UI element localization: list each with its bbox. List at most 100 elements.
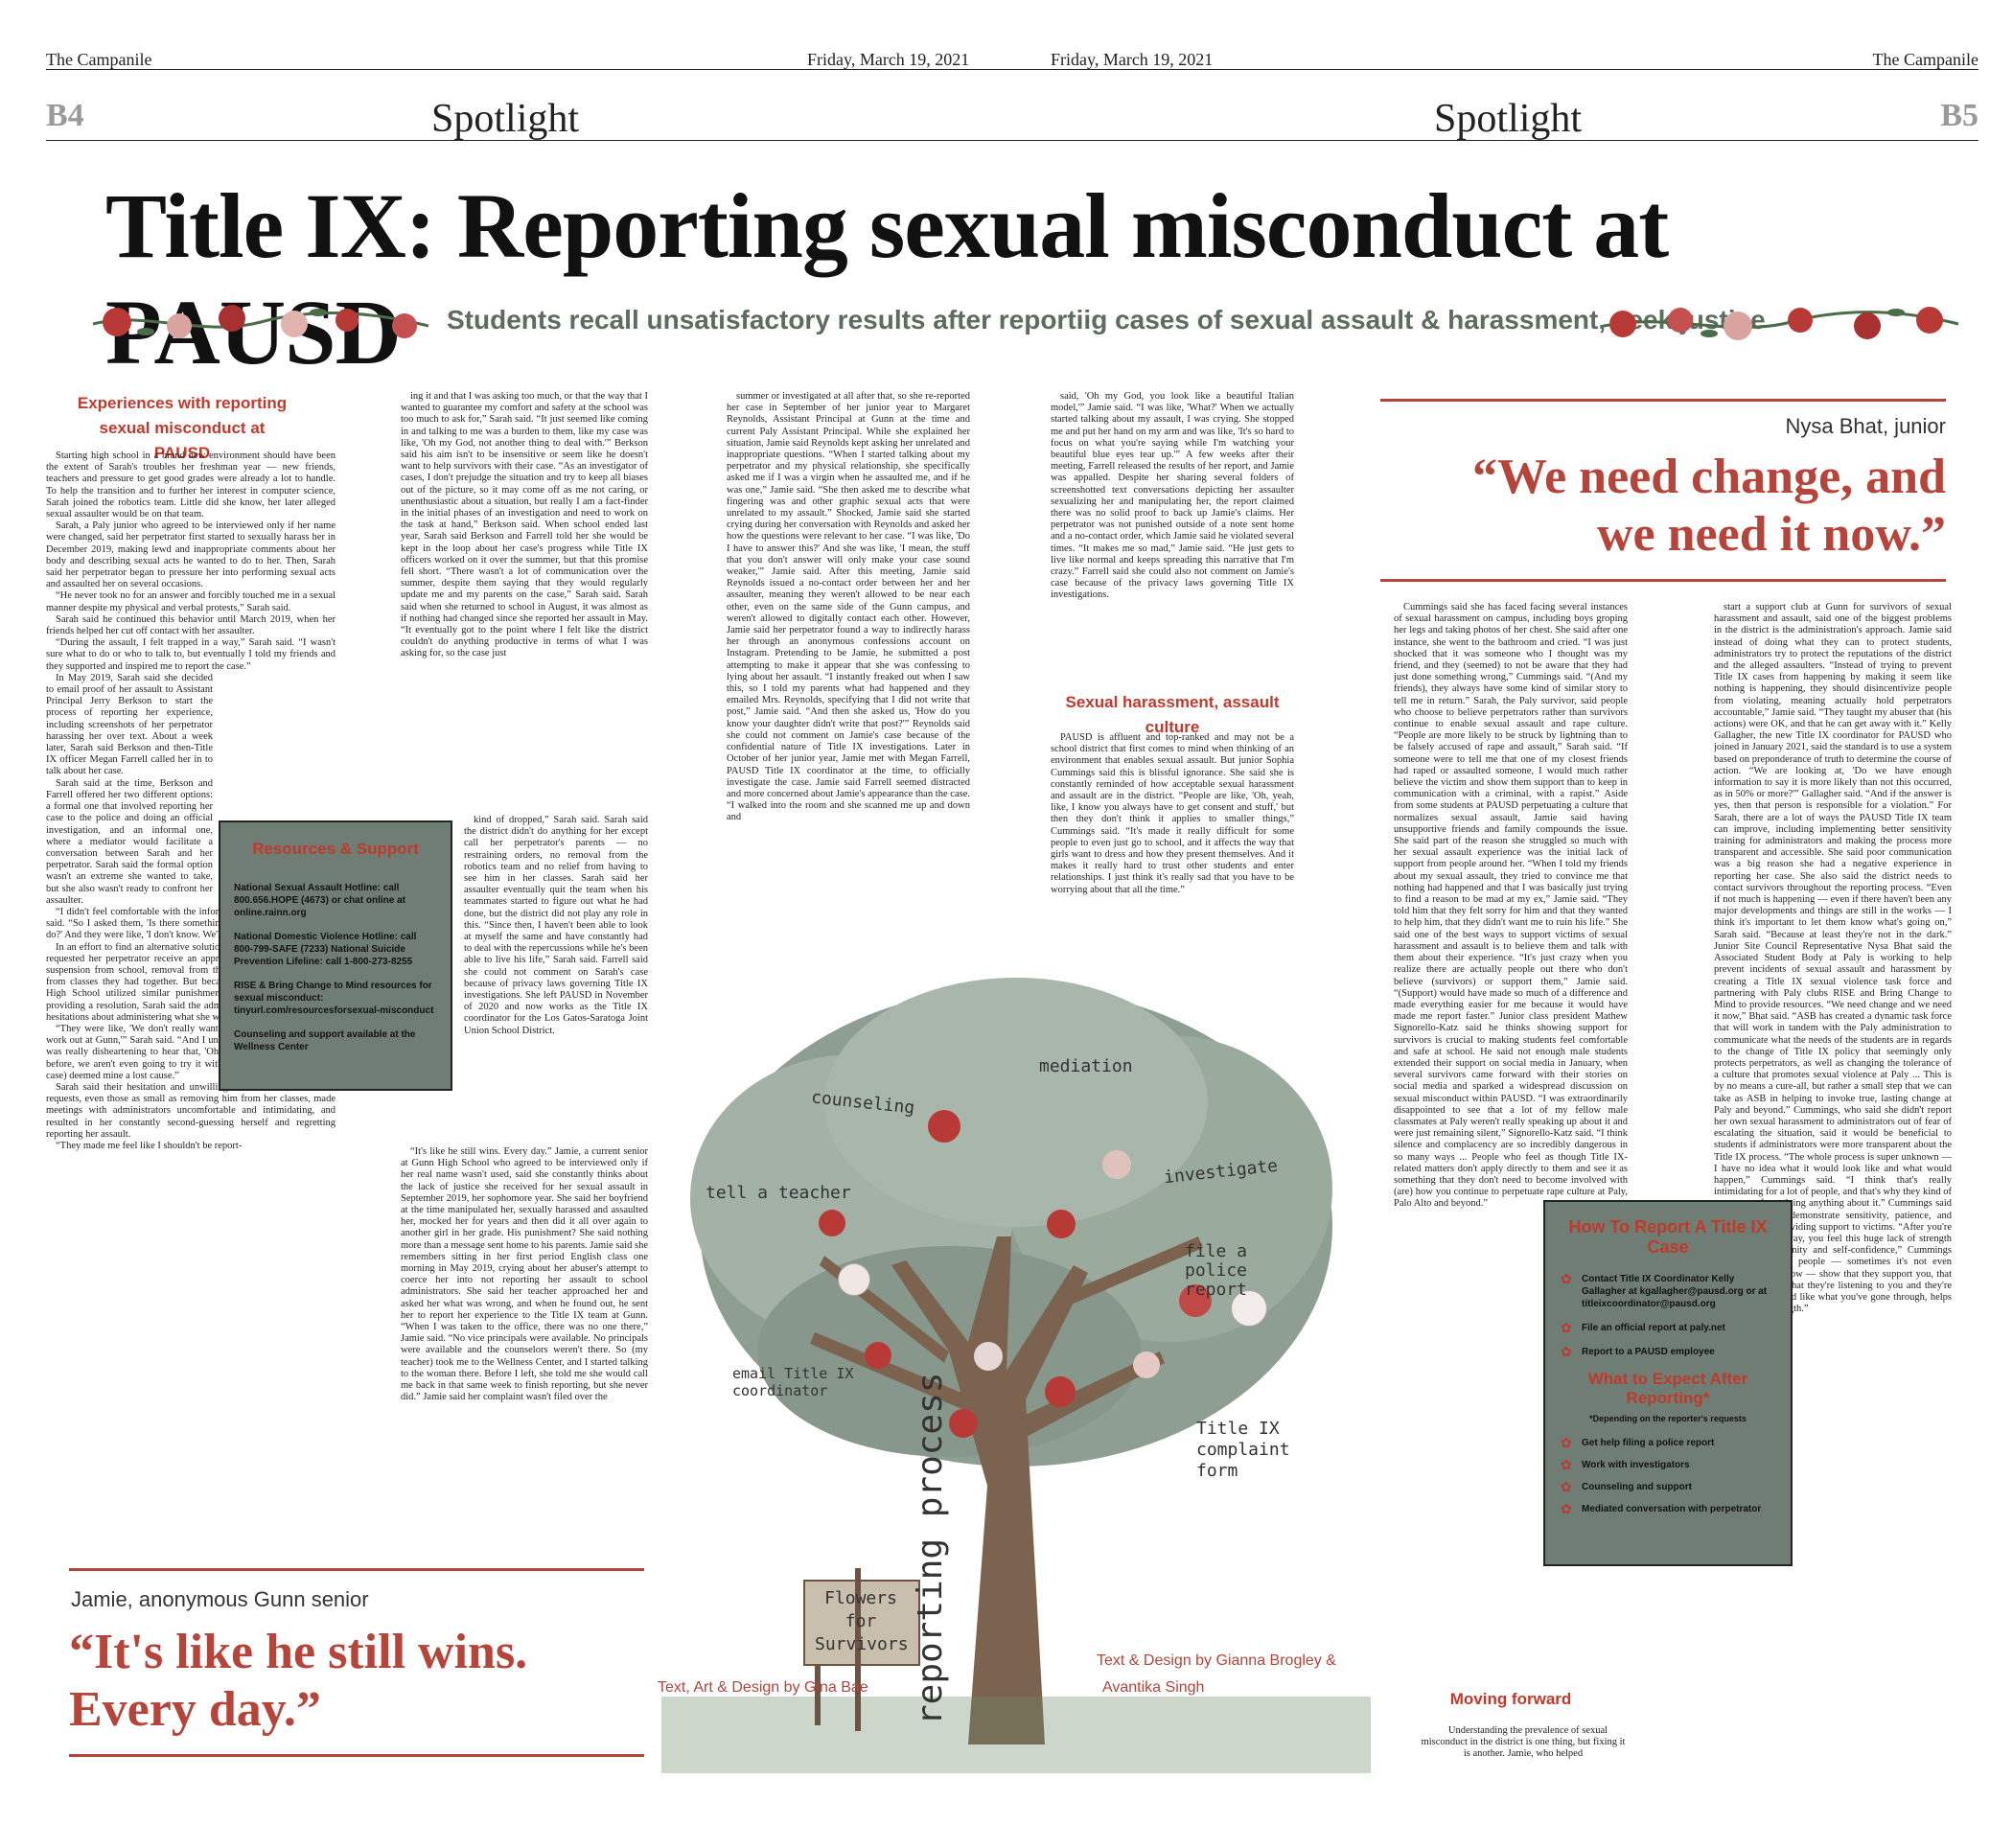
branch-label-police-report: file a police report [1185, 1241, 1248, 1300]
article-column-5: Cummings said she has faced facing sever… [1394, 602, 1628, 1647]
paragraph: ing it and that I was asking too much, o… [401, 391, 648, 659]
rose [819, 1210, 845, 1236]
rose [838, 1263, 870, 1296]
article-column-2-right: kind of dropped,” Sarah said. Sarah said… [464, 815, 648, 1131]
headline: Title IX: Reporting sexual misconduct at… [105, 174, 1669, 383]
rose [1045, 1376, 1076, 1407]
paragraph: Sarah, a Paly junior who agreed to be in… [46, 520, 336, 590]
paragraph: kind of dropped,” Sarah said. Sarah said… [464, 815, 648, 1036]
article-column-1: Starting high school in a brand new envi… [46, 450, 336, 1591]
rose [865, 1342, 891, 1369]
credit-text-design-1: Text & Design by Gianna Brogley & [1097, 1652, 1336, 1669]
rose-vine-right [1603, 307, 1959, 340]
expect-item: ✿ Work with investigators [1561, 1457, 1690, 1472]
how-to-report-box: How To Report A Title IX Case ✿ Contact T… [1543, 1200, 1793, 1566]
paragraph: “They made me feel like I shouldn't be r… [56, 1140, 243, 1151]
paragraph: “They were like, 'We don't really want t… [46, 1023, 336, 1081]
rose [928, 1110, 960, 1143]
resource-item: Counseling and support available at the … [234, 1029, 416, 1052]
branch-label-email-coordinator: email Title IX coordinator [732, 1365, 854, 1399]
expect-title: What to Expect After Reporting* [1587, 1370, 1748, 1407]
section-label-left: Spotlight [431, 97, 580, 141]
rose-icon: ✿ [1561, 1271, 1572, 1286]
paragraph: “During the assault, I felt trapped in a… [46, 637, 336, 672]
how-to-title: How To Report A Title IX Case [1568, 1217, 1768, 1257]
article-column-2-top: ing it and that I was asking too much, o… [401, 391, 648, 813]
expect-item: ✿ Counseling and support [1561, 1479, 1692, 1494]
article-column-2-bottom: “It's like he still wins. Every day.” Ja… [401, 1146, 648, 1536]
rose-vine-left [92, 305, 429, 338]
sign-text: Flowers for Survivors [815, 1588, 909, 1654]
rose [1179, 1284, 1212, 1317]
branch-label-mediation: mediation [1039, 1056, 1133, 1076]
rose-icon: ✿ [1561, 1320, 1572, 1335]
paragraph: Sarah said he continued this behavior un… [46, 613, 336, 637]
quote-rule-top-left [69, 1568, 644, 1571]
article-column-6: start a support club at Gunn for survivo… [1714, 602, 1952, 1771]
pull-quote-right-line1: “We need change, and [1471, 450, 1946, 504]
how-to-item: ✿ Report to a PAUSD employee [1561, 1344, 1715, 1359]
rose [949, 1409, 978, 1438]
article-column-3: summer or investigated at all after that… [727, 391, 970, 1070]
quote-attribution-left: Jamie, anonymous Gunn senior [71, 1587, 369, 1611]
quote-rule-top-right [1380, 399, 1946, 402]
tree-sign [803, 1580, 920, 1666]
resource-item: RISE & Bring Change to Mind resources fo… [234, 981, 434, 1016]
paragraph: Starting high school in a brand new envi… [46, 450, 336, 520]
branch-label-tell-teacher: tell a teacher [706, 1183, 851, 1203]
right-page-number: B5 [1940, 98, 1978, 133]
rose-icon: ✿ [1561, 1479, 1572, 1494]
article-column-4: said, 'Oh my God, you look like a beauti… [1051, 391, 1294, 679]
subheadline: Students recall unsatisfactory results a… [447, 305, 1766, 335]
branch-label-complaint-form: Title IX complaint form [1196, 1419, 1290, 1481]
resource-item: National Domestic Violence Hotline: call… [234, 932, 417, 967]
paragraph: In May 2019, Sarah said she decided to e… [46, 672, 213, 777]
quote-rule-bottom-left [69, 1754, 644, 1757]
pull-quote-right-line2: we need it now.” [1597, 507, 1946, 562]
sign-post [855, 1568, 861, 1731]
left-date: Friday, March 19, 2021 [807, 50, 970, 69]
expect-item: ✿ Get help filing a police report [1561, 1435, 1715, 1450]
rose-icon: ✿ [1561, 1435, 1572, 1450]
paragraph: Understanding the prevalence of sexual m… [1421, 1725, 1626, 1760]
expect-item: ✿ Mediated conversation with perpetrator [1561, 1501, 1762, 1516]
paragraph: Cummings said she has faced facing sever… [1394, 602, 1628, 1210]
paragraph: “It's like he still wins. Every day.” Ja… [401, 1146, 648, 1403]
section-label-right: Spotlight [1434, 97, 1583, 141]
rose [1102, 1150, 1131, 1179]
rose-icon: ✿ [1561, 1344, 1572, 1359]
quote-rule-bottom-right [1380, 579, 1946, 582]
section-title-experiences: Experiences with reporting sexual miscon… [77, 394, 288, 462]
rose [974, 1342, 1003, 1371]
paragraph: Sarah said their hesitation and unwillin… [46, 1081, 336, 1140]
rose-icon: ✿ [1561, 1501, 1572, 1516]
resource-item: National Sexual Assault Hotline: call 80… [234, 883, 405, 918]
left-paper-name: The Campanile [46, 50, 152, 69]
quote-attribution-right: Nysa Bhat, junior [1785, 414, 1946, 438]
rose [1231, 1290, 1267, 1327]
section-title-moving-forward: Moving forward [1449, 1690, 1572, 1708]
paragraph: “He never took no for an answer and forc… [46, 590, 336, 613]
left-page-number: B4 [46, 98, 84, 133]
paragraph: PAUSD is affluent and top-ranked and may… [1051, 732, 1294, 895]
how-to-item: ✿ File an official report at paly.net [1561, 1320, 1725, 1335]
expect-note: *Depending on the reporter's requests [1589, 1414, 1747, 1423]
paragraph: Sarah said at the time, Berkson and Farr… [46, 777, 213, 906]
paragraph: start a support club at Gunn for survivo… [1714, 602, 1952, 1314]
how-to-item: ✿ Contact Title IX Coordinator Kelly Gall… [1561, 1271, 1768, 1309]
section-rule [46, 140, 1978, 141]
article-column-5b: Understanding the prevalence of sexual m… [1419, 1725, 1628, 1771]
resources-box: Resources & Support National Sexual Assa… [219, 820, 452, 1091]
rose [1133, 1351, 1160, 1378]
paragraph: said, 'Oh my God, you look like a beauti… [1051, 391, 1294, 601]
right-paper-name: The Campanile [1872, 50, 1978, 69]
rose-icon: ✿ [1561, 1457, 1572, 1472]
pull-quote-left-line1: “It's like he still wins. [69, 1625, 528, 1679]
credit-text-design-2: Avantika Singh [1102, 1679, 1205, 1696]
paragraph: In an effort to find an alternative solu… [46, 941, 336, 1023]
tree-illustration [661, 978, 1371, 1773]
masthead-rule [46, 69, 1978, 70]
pull-quote-left-line2: Every day.” [69, 1682, 321, 1737]
right-date: Friday, March 19, 2021 [1051, 50, 1214, 69]
section-title-culture: Sexual harassment, assault culture [1065, 693, 1280, 736]
